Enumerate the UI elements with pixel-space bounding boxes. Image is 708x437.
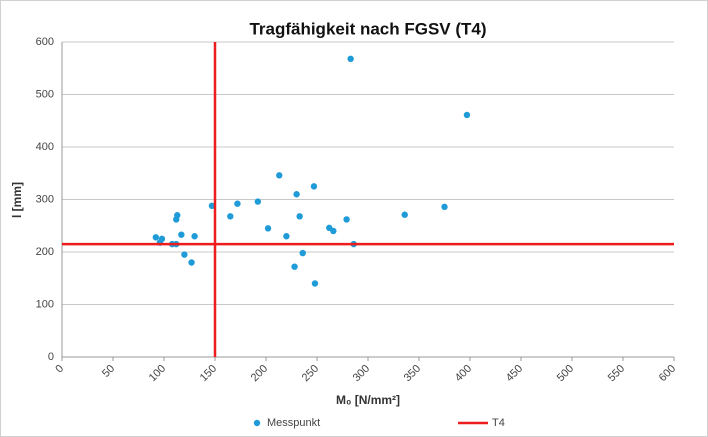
point	[441, 203, 448, 211]
legend-label: Messpunkt	[267, 417, 320, 429]
point	[208, 202, 216, 209]
point	[347, 55, 354, 62]
y-tick-label: 500	[36, 88, 54, 100]
point	[330, 227, 337, 235]
point	[178, 231, 185, 238]
point	[188, 259, 195, 266]
point	[311, 280, 319, 287]
point	[276, 172, 283, 179]
point	[234, 200, 241, 207]
legend-label: T4	[492, 417, 505, 429]
point	[463, 111, 471, 119]
y-tick-label: 300	[36, 193, 54, 205]
point	[152, 234, 160, 241]
point	[191, 233, 198, 240]
y-tick-label: 400	[36, 141, 54, 153]
point	[158, 235, 166, 243]
point	[227, 213, 234, 220]
y-tick-label: 100	[36, 298, 54, 310]
point	[174, 212, 181, 219]
point	[343, 216, 350, 223]
point	[299, 249, 306, 257]
point	[254, 198, 262, 205]
x-axis-label: M₀ [N/mm²]	[336, 393, 400, 407]
y-tick-label: 200	[36, 246, 54, 258]
chart-title: Tragfähigkeit nach FGSV (T4)	[249, 19, 486, 38]
y-tick-label: 0	[48, 351, 54, 363]
point	[401, 211, 408, 218]
point	[264, 225, 272, 232]
point	[293, 191, 300, 198]
point	[181, 251, 188, 258]
point	[296, 213, 303, 220]
point	[291, 263, 298, 270]
point	[310, 183, 318, 190]
y-axis-label: l [mm]	[10, 182, 24, 218]
point	[283, 233, 290, 240]
y-tick-label: 600	[36, 36, 54, 48]
legend-marker	[253, 419, 261, 427]
